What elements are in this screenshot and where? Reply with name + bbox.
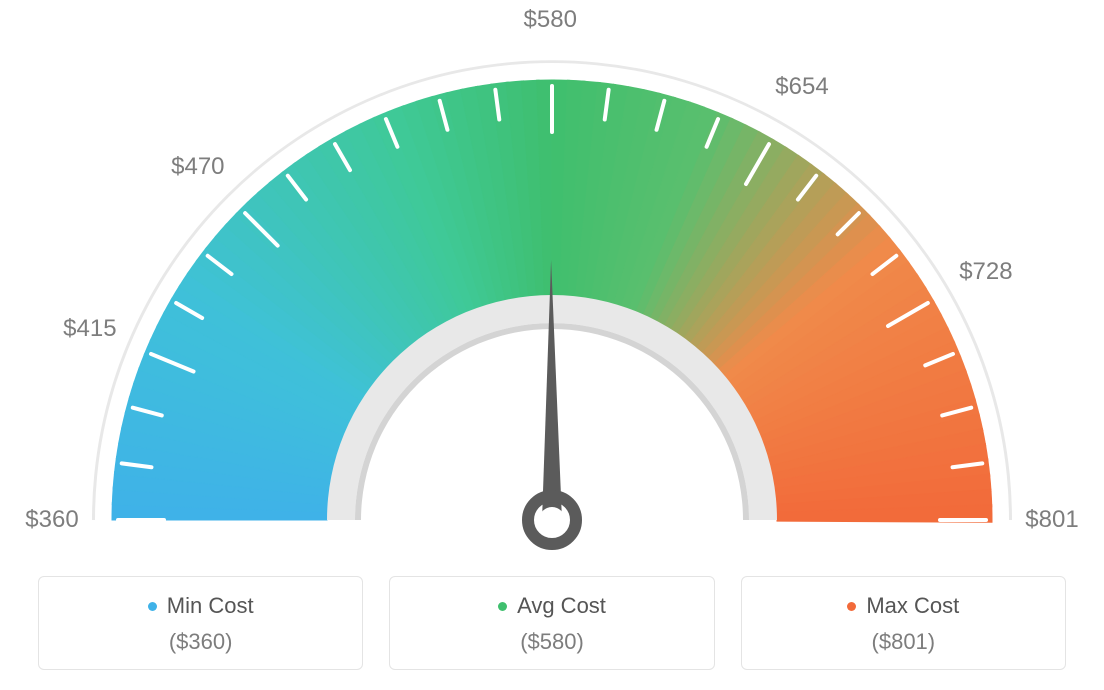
legend-title-min: Min Cost xyxy=(148,593,254,619)
gauge-tick-label: $415 xyxy=(63,315,116,343)
gauge-tick-label: $728 xyxy=(959,258,1012,286)
legend-value-min: ($360) xyxy=(49,629,352,655)
cost-gauge-chart: $360 $415 $470 $580 $654 $728 $801 Min Cost ($… xyxy=(0,0,1104,690)
legend-card-max: Max Cost ($801) xyxy=(741,576,1066,670)
gauge-tick-label: $360 xyxy=(25,506,78,534)
legend-title-max: Max Cost xyxy=(847,593,959,619)
gauge-tick-label: $470 xyxy=(171,153,224,181)
legend-value-max: ($801) xyxy=(752,629,1055,655)
gauge-tick-label: $801 xyxy=(1025,506,1078,534)
legend-row: Min Cost ($360) Avg Cost ($580) Max Cost… xyxy=(38,576,1066,670)
legend-title-avg: Avg Cost xyxy=(498,593,606,619)
legend-value-avg: ($580) xyxy=(400,629,703,655)
gauge-canvas: $360 $415 $470 $580 $654 $728 $801 xyxy=(0,0,1104,560)
legend-card-avg: Avg Cost ($580) xyxy=(389,576,714,670)
gauge-tick-label: $654 xyxy=(775,73,828,101)
legend-card-min: Min Cost ($360) xyxy=(38,576,363,670)
gauge-tick-label: $580 xyxy=(524,6,577,34)
